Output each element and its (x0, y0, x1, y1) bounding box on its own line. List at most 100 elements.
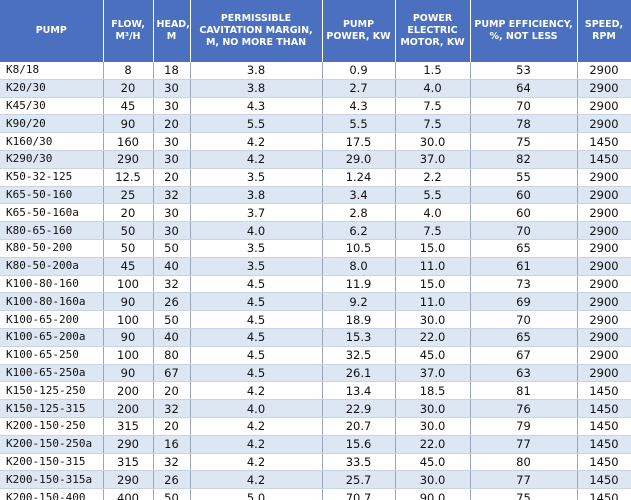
table-cell: 4.2 (190, 453, 323, 472)
pump-model: K160/30 (0, 132, 104, 151)
table-row: K80-65-160 50 30 4.0 6.2 7.5 70 2900 (0, 221, 631, 240)
table-cell: 2900 (577, 275, 631, 294)
table-cell: 2900 (577, 168, 631, 187)
table-row: K100-80-160a 90 26 4.5 9.2 11.0 69 2900 (0, 292, 631, 312)
table-cell: 50 (103, 221, 154, 240)
table-cell: 290 (103, 470, 154, 490)
table-cell: 200 (103, 399, 154, 418)
pump-model: K100-65-200 (0, 310, 104, 329)
pump-model: K80-65-160 (0, 221, 104, 240)
table-cell: 17.5 (322, 132, 396, 151)
table-cell: 200 (103, 381, 154, 401)
table-cell: 20 (103, 79, 154, 98)
table-row: K20/30 20 30 3.8 2.7 4.0 64 2900 (0, 79, 631, 98)
table-cell: 2900 (577, 97, 631, 116)
table-cell: 30.0 (395, 470, 471, 490)
table-body: K8/18 8 18 3.8 0.9 1.5 53 2900 K20/30 20 30 3.8 2.7 4… (0, 62, 631, 500)
pump-model: K150-125-250 (0, 381, 104, 401)
table-cell: 75 (470, 132, 578, 151)
table-cell: 37.0 (395, 150, 471, 169)
table-row: K45/30 45 30 4.3 4.3 7.5 70 2900 (0, 97, 631, 116)
table-cell: 5.5 (322, 114, 396, 134)
pump-model: K8/18 (0, 62, 104, 80)
table-cell: 10.5 (322, 239, 396, 258)
table-cell: 100 (103, 275, 154, 294)
table-cell: 2900 (577, 79, 631, 98)
table-cell: 55 (470, 168, 578, 187)
pump-model: K100-80-160a (0, 292, 104, 312)
table-cell: 160 (103, 132, 154, 151)
table-row: K50-32-125 12.5 20 3.5 1.24 2.2 55 2900 (0, 168, 631, 187)
table-cell: 15.0 (395, 239, 471, 258)
table-cell: 4.2 (190, 470, 323, 490)
table-cell: 1450 (577, 150, 631, 169)
table-cell: 3.8 (190, 186, 323, 205)
pump-model: K100-65-250a (0, 364, 104, 383)
table-cell: 0.9 (322, 62, 396, 80)
table-cell: 22.0 (395, 435, 471, 454)
table-cell: 4.0 (190, 221, 323, 240)
table-cell: 30.0 (395, 132, 471, 151)
pump-model: K65-50-160a (0, 203, 104, 223)
table-cell: 25 (103, 186, 154, 205)
table-row: K150-125-250 200 20 4.2 13.4 18.5 81 1450 (0, 381, 631, 401)
table-cell: 65 (470, 239, 578, 258)
table-cell: 30.0 (395, 310, 471, 329)
table-row: K100-65-200 100 50 4.5 18.9 30.0 70 2900 (0, 310, 631, 329)
table-cell: 2900 (577, 257, 631, 276)
table-cell: 4.5 (190, 364, 323, 383)
table-cell: 32 (153, 186, 191, 205)
table-cell: 65 (470, 328, 578, 347)
table-cell: 5.5 (190, 114, 323, 134)
table-row: K200-150-315 315 32 4.2 33.5 45.0 80 1450 (0, 453, 631, 472)
table-cell: 1450 (577, 435, 631, 454)
table-cell: 4.0 (190, 399, 323, 418)
table-cell: 30.0 (395, 399, 471, 418)
table-cell: 4.2 (190, 132, 323, 151)
table-cell: 61 (470, 257, 578, 276)
table-cell: 12.5 (103, 168, 154, 187)
table-cell: 2900 (577, 310, 631, 329)
table-cell: 315 (103, 417, 154, 436)
column-header: SPEED, RPM (577, 0, 631, 62)
table-cell: 3.4 (322, 186, 396, 205)
table-cell: 18 (153, 62, 191, 80)
table-cell: 26 (153, 292, 191, 312)
table-row: K80-50-200 50 50 3.5 10.5 15.0 65 2900 (0, 239, 631, 258)
table-cell: 2900 (577, 221, 631, 240)
table-cell: 1.5 (395, 62, 471, 80)
table-cell: 20 (103, 203, 154, 223)
table-cell: 53 (470, 62, 578, 80)
table-cell: 75 (470, 488, 578, 500)
table-cell: 45.0 (395, 346, 471, 365)
table-cell: 81 (470, 381, 578, 401)
table-cell: 20.7 (322, 417, 396, 436)
pump-model: K100-65-200a (0, 328, 104, 347)
pump-model: K200-150-315 (0, 453, 104, 472)
table-cell: 30 (153, 150, 191, 169)
table-cell: 3.8 (190, 62, 323, 80)
table-row: K100-65-200a 90 40 4.5 15.3 22.0 65 2900 (0, 328, 631, 347)
table-cell: 67 (153, 364, 191, 383)
table-row: K65-50-160 25 32 3.8 3.4 5.5 60 2900 (0, 186, 631, 205)
table-row: K150-125-315 200 32 4.0 22.9 30.0 76 1450 (0, 399, 631, 418)
pump-model: K290/30 (0, 150, 104, 169)
table-cell: 50 (153, 239, 191, 258)
table-cell: 20 (153, 168, 191, 187)
table-cell: 11.0 (395, 257, 471, 276)
table-cell: 13.4 (322, 381, 396, 401)
table-row: K90/20 90 20 5.5 5.5 7.5 78 2900 (0, 114, 631, 134)
pump-model: K45/30 (0, 97, 104, 116)
table-cell: 2900 (577, 203, 631, 223)
column-header: PUMP (0, 0, 104, 62)
table-cell: 4.2 (190, 150, 323, 169)
table-row: K200-150-250a 290 16 4.2 15.6 22.0 77 1450 (0, 435, 631, 454)
table-cell: 50 (153, 310, 191, 329)
table-cell: 1450 (577, 399, 631, 418)
table-cell: 18.9 (322, 310, 396, 329)
table-cell: 32 (153, 453, 191, 472)
column-header: POWER ELECTRIC MOTOR, KW (395, 0, 471, 62)
table-cell: 60 (470, 186, 578, 205)
table-cell: 4.2 (190, 381, 323, 401)
